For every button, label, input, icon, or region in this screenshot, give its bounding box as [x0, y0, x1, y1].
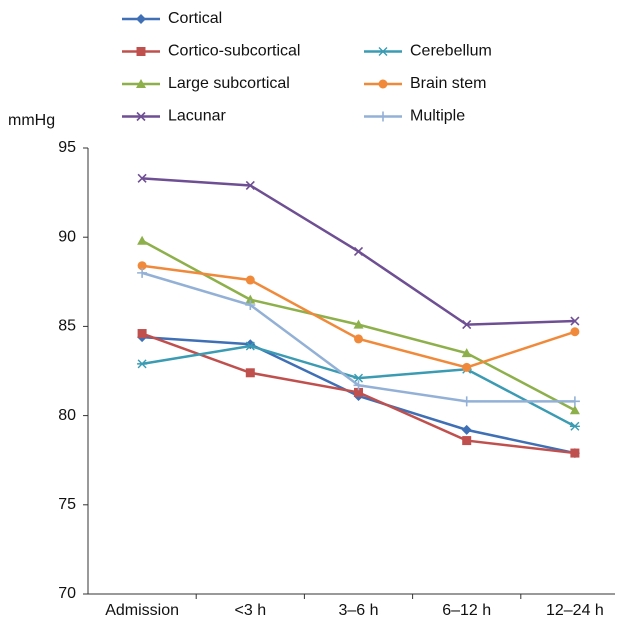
marker — [569, 396, 580, 407]
marker — [462, 320, 472, 330]
marker — [137, 235, 148, 245]
marker — [137, 267, 148, 278]
marker — [354, 387, 363, 397]
x-tick-label: <3 h — [235, 602, 267, 619]
x-tick-label: 12–24 h — [546, 602, 604, 619]
marker — [461, 348, 472, 358]
marker — [378, 47, 388, 56]
legend-label: Multiple — [410, 108, 465, 125]
marker — [136, 14, 146, 24]
marker — [137, 173, 147, 183]
marker — [245, 341, 256, 351]
marker — [353, 246, 364, 257]
marker — [462, 436, 472, 446]
y-tick-label: 70 — [58, 585, 76, 602]
x-tick-label: 6–12 h — [442, 602, 491, 619]
y-tick-label: 75 — [58, 496, 76, 513]
marker — [378, 79, 388, 89]
y-axis-label: mmHg — [8, 112, 55, 129]
marker — [245, 299, 256, 310]
marker — [461, 396, 472, 407]
y-tick-label: 85 — [58, 318, 76, 335]
marker — [245, 275, 255, 285]
marker — [569, 405, 580, 415]
marker — [570, 316, 580, 326]
marker — [137, 329, 147, 339]
marker — [136, 79, 146, 88]
marker — [570, 448, 580, 458]
legend-label: Brain stem — [410, 75, 486, 92]
legend-label: Lacunar — [168, 108, 226, 125]
x-tick-label: 3–6 h — [338, 602, 378, 619]
legend-label: Cortico-subcortical — [168, 43, 300, 60]
marker — [245, 180, 255, 191]
y-tick-label: 90 — [58, 228, 76, 245]
marker — [137, 359, 148, 369]
marker — [353, 380, 364, 391]
marker — [245, 294, 256, 304]
marker — [461, 424, 472, 435]
legend-label: Cerebellum — [410, 43, 492, 60]
y-tick-label: 80 — [58, 407, 76, 424]
legend-label: Large subcortical — [168, 75, 290, 92]
marker — [136, 111, 146, 122]
marker — [136, 47, 146, 56]
marker — [354, 334, 363, 344]
marker — [569, 421, 580, 431]
marker — [353, 373, 364, 383]
marker — [353, 319, 364, 329]
marker — [378, 111, 388, 122]
legend-label: Cortical — [168, 10, 222, 27]
marker — [570, 327, 580, 337]
x-tick-label: Admission — [105, 602, 179, 619]
marker — [137, 261, 147, 271]
marker — [462, 362, 472, 372]
y-tick-label: 95 — [58, 139, 76, 156]
marker — [245, 368, 255, 378]
